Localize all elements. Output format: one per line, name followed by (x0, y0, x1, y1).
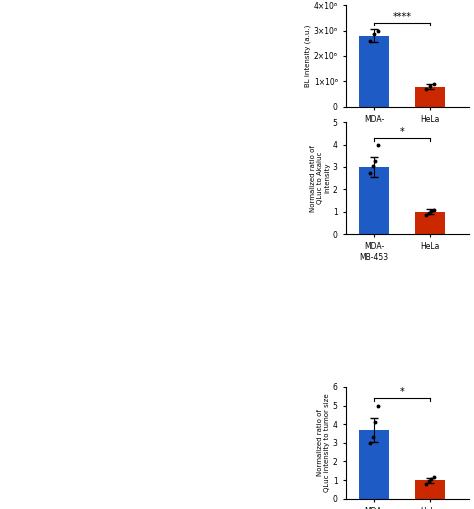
Bar (415, 212, 446, 234)
Y-axis label: BL intensity (a.u.): BL intensity (a.u.) (304, 25, 311, 87)
Bar (415, 480, 446, 499)
Text: *: * (400, 127, 404, 137)
Bar (359, 430, 390, 499)
Bar (359, 167, 390, 234)
Text: ****: **** (392, 12, 411, 22)
Text: *: * (400, 387, 404, 397)
Bar (359, 36, 390, 107)
Y-axis label: Normalized ratio of
QLuc to Akaluc
intensity: Normalized ratio of QLuc to Akaluc inten… (310, 145, 330, 212)
Y-axis label: Normalized ratio of
QLuc intensity to tumor size: Normalized ratio of QLuc intensity to tu… (317, 393, 330, 492)
Bar (415, 87, 446, 107)
